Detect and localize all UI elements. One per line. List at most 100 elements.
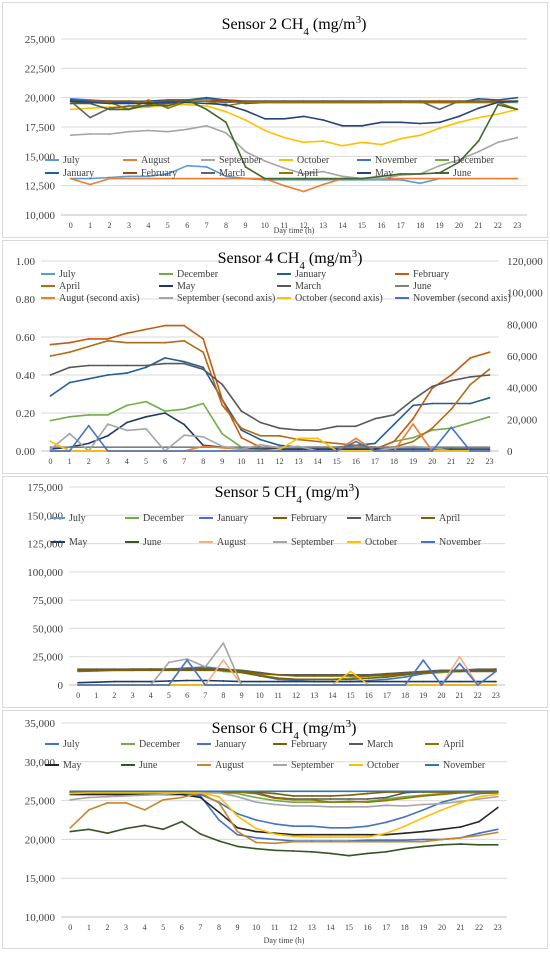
data-point (422, 684, 425, 686)
data-point (164, 357, 166, 359)
data-point (77, 681, 79, 684)
data-point (404, 672, 406, 675)
data-point (329, 798, 332, 800)
series-line (50, 412, 490, 450)
data-point (441, 802, 443, 805)
data-point (87, 809, 90, 811)
data-point (283, 117, 286, 120)
data-point (386, 678, 388, 681)
data-point (49, 450, 52, 452)
data-point (292, 801, 295, 804)
y-tick-label: 125,000 (27, 539, 63, 551)
series-line (70, 792, 498, 808)
data-point (147, 99, 150, 101)
data-point (240, 436, 243, 439)
chart-title: Sensor 4 CH4 (mg/m3) (218, 248, 363, 272)
legend-label: December (139, 739, 181, 750)
data-point (399, 137, 402, 140)
x-tick-label: 2 (112, 691, 116, 700)
data-point (186, 659, 188, 662)
data-point (385, 798, 388, 800)
data-point (143, 791, 146, 794)
data-point (218, 802, 220, 804)
legend-label: February (291, 513, 327, 524)
x-tick-label: 3 (127, 221, 131, 230)
series-line (70, 793, 499, 836)
legend-label: February (141, 168, 177, 179)
data-point (106, 338, 109, 340)
data-point (469, 450, 472, 452)
data-point (366, 833, 369, 836)
x-tick-label: 18 (416, 221, 424, 230)
y2-tick-label: 0 (507, 446, 513, 458)
data-point (145, 400, 147, 403)
data-point (295, 684, 297, 686)
data-point (380, 101, 383, 104)
x-tick-label: 6 (180, 923, 184, 932)
y-tick-label: 35,000 (25, 718, 56, 730)
data-point (385, 821, 388, 824)
data-point (385, 790, 388, 793)
data-point (236, 812, 239, 815)
data-point (145, 427, 147, 430)
data-point (221, 450, 224, 452)
data-point (278, 427, 281, 430)
x-axis-label: Day time (h) (264, 936, 305, 945)
data-point (374, 446, 376, 449)
data-point (236, 830, 239, 833)
series-line (70, 99, 518, 111)
data-point (69, 102, 72, 105)
x-tick-label: 9 (240, 691, 244, 700)
legend-label: April (59, 281, 80, 292)
data-point (331, 684, 334, 686)
data-point (477, 150, 480, 153)
data-point (419, 173, 422, 175)
data-point (128, 104, 130, 107)
x-tick-label: 10 (256, 691, 264, 700)
data-point (69, 830, 72, 833)
data-point (106, 790, 109, 793)
y2-tick-label: 100,000 (507, 288, 543, 300)
data-point (316, 440, 319, 443)
data-point (255, 847, 258, 850)
data-point (431, 450, 434, 452)
x-tick-label: 20 (438, 923, 446, 932)
data-point (278, 448, 281, 451)
data-point (431, 385, 434, 388)
series-line (70, 792, 498, 838)
x-tick-label: 8 (224, 221, 228, 230)
data-point (147, 103, 150, 106)
series-line (70, 99, 518, 180)
x-tick-label: 12 (289, 923, 297, 932)
data-point (458, 161, 460, 164)
data-point (458, 684, 461, 686)
data-point (258, 684, 261, 686)
data-point (244, 177, 247, 180)
data-point (128, 100, 130, 103)
data-point (202, 351, 205, 354)
data-point (516, 96, 519, 99)
data-point (143, 790, 146, 793)
legend-label: April (297, 168, 318, 179)
data-point (380, 143, 383, 146)
x-tick-label: 11 (274, 691, 282, 700)
legend-label: August (215, 760, 244, 771)
data-point (149, 680, 152, 683)
data-point (348, 794, 350, 797)
data-point (459, 836, 462, 839)
x-tick-label: 5 (144, 457, 148, 466)
data-point (277, 684, 279, 686)
legend-label: June (453, 168, 472, 179)
data-point (180, 790, 183, 793)
x-tick-label: 4 (125, 457, 129, 466)
data-point (495, 680, 497, 683)
x-tick-label: 0 (68, 923, 72, 932)
data-point (259, 421, 262, 424)
x-tick-label: 14 (339, 221, 347, 230)
x-tick-label: 13 (295, 457, 303, 466)
legend-label: September (219, 155, 262, 166)
data-point (477, 107, 480, 110)
data-point (180, 796, 183, 799)
data-point (273, 833, 276, 835)
